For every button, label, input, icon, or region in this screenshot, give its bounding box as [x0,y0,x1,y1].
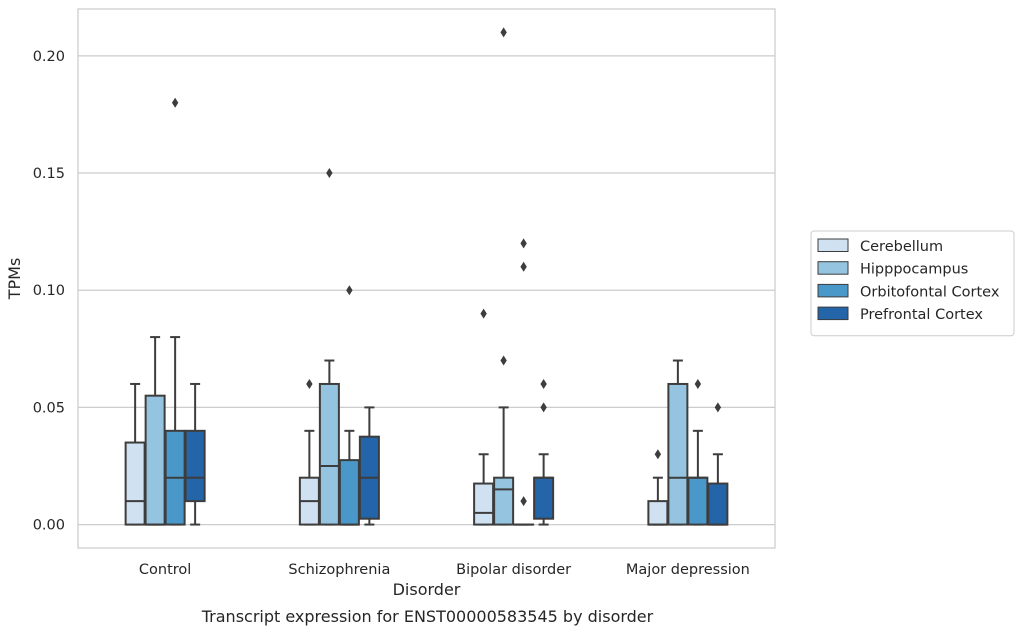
box-body [124,441,146,526]
box-orbitofontal-cortex [513,238,535,526]
outlier-point [326,168,333,179]
box-body [338,459,360,526]
box-orbitofontal-cortex [687,378,709,526]
plot-frame [77,8,776,549]
legend-label: Orbitofontal Cortex [860,284,1000,300]
box-body [318,382,340,526]
box-body [647,500,669,526]
outlier-point [520,496,527,507]
box-cerebellum [473,308,495,526]
boxes [124,27,729,526]
outlier-point [540,402,547,413]
x-tick-label: Schizophrenia [288,562,390,578]
outlier-point [540,378,547,389]
x-tick-label: Control [139,562,191,578]
outlier-point [520,238,527,249]
outlier-point [480,308,487,319]
y-tick-label: 0.15 [33,166,65,182]
legend-swatch [817,261,849,275]
box-body [184,429,206,503]
outlier-point [694,378,702,389]
legend-frame [810,230,1015,337]
box-hipppocampus [144,336,166,526]
box-body [687,476,709,526]
box-cerebellum [647,449,669,526]
box-cerebellum [298,378,320,526]
box-hipppocampus [318,168,340,526]
box-prefrontal-cortex [184,382,206,526]
box-prefrontal-cortex [533,378,555,526]
y-tick-label: 0.20 [33,49,65,65]
box-body [473,482,495,526]
box-orbitofontal-cortex [164,97,186,526]
y-tick-label: 0.10 [33,283,65,299]
legend: Cerebellum Hipppocampus Orbitofontal Corte… [810,230,1015,337]
x-tick-labels: Control Schizophrenia Bipolar disorder Majo… [139,562,750,578]
y-tick-labels: 0.00 0.05 0.10 0.15 0.20 [33,49,65,534]
box-body [493,476,515,526]
x-tick-label: Major depression [626,562,750,578]
outlier-point [500,27,507,38]
box-prefrontal-cortex [707,402,729,526]
outlier-point [346,285,353,296]
legend-label: Cerebellum [860,239,943,255]
outlier-point [306,378,313,389]
box-body [144,394,166,526]
legend-swatch [817,306,849,321]
box-cerebellum [124,382,146,526]
outlier-point [654,449,662,460]
box-hipppocampus [667,359,689,526]
outlier-point [171,97,179,108]
y-axis-label: TPMs [5,258,24,301]
chart-caption: Transcript expression for ENST0000058354… [201,607,654,626]
box-body [533,476,555,520]
x-axis-label: Disorder [393,580,461,599]
legend-label: Hipppocampus [860,262,968,278]
box-body [667,382,689,526]
outlier-point [500,355,507,366]
legend-label: Prefrontal Cortex [860,307,983,323]
box-prefrontal-cortex [358,406,380,526]
legend-swatch [817,238,849,252]
y-tick-label: 0.00 [33,518,65,534]
legend-swatch [817,283,849,298]
y-tick-label: 0.05 [33,400,65,416]
outlier-point [714,402,722,413]
box-orbitofontal-cortex [338,285,360,526]
x-tick-label: Bipolar disorder [456,562,571,578]
box-hipppocampus [493,27,515,526]
outlier-point [520,261,527,272]
box-body [707,482,729,526]
